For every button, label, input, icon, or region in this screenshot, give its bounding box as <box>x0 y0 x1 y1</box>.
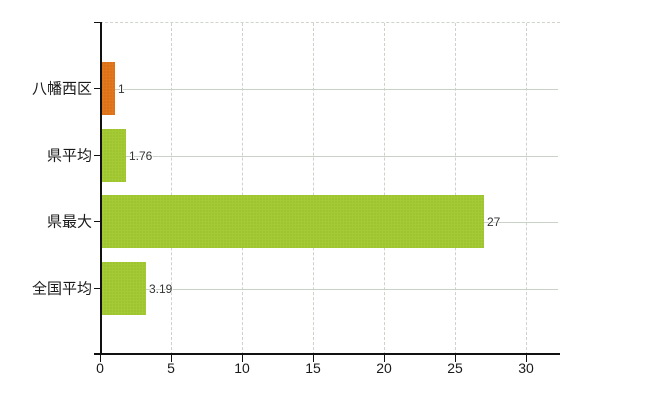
x-tick-label: 15 <box>305 360 321 376</box>
x-axis-tick <box>384 355 385 362</box>
x-tick-label: 20 <box>376 360 392 376</box>
bar-value-label: 27 <box>487 215 501 229</box>
category-label: 県平均 <box>46 147 92 165</box>
x-axis-tick <box>526 355 527 362</box>
x-axis-tick <box>100 355 101 362</box>
x-tick-label: 30 <box>518 360 534 376</box>
x-tick-label: 25 <box>447 360 463 376</box>
gridline-horizontal <box>100 289 558 290</box>
gridline-vertical <box>242 23 243 355</box>
x-axis <box>94 353 560 355</box>
x-axis-tick <box>242 355 243 362</box>
x-axis-tick <box>313 355 314 362</box>
y-axis <box>100 22 102 354</box>
gridline-vertical <box>455 23 456 355</box>
x-tick-label: 0 <box>96 360 104 376</box>
gridline-horizontal <box>100 156 558 157</box>
gridline-horizontal <box>100 89 558 90</box>
y-axis-tick <box>94 288 100 289</box>
bar-value-label: 3.19 <box>149 282 173 296</box>
gridline-vertical <box>526 23 527 355</box>
gridline-vertical <box>313 23 314 355</box>
bar-value-label: 1.76 <box>129 149 153 163</box>
y-axis-tick <box>94 22 100 23</box>
x-axis-tick <box>455 355 456 362</box>
gridline-vertical <box>384 23 385 355</box>
category-label: 県最大 <box>46 213 92 231</box>
bar-value-label: 1 <box>118 82 125 96</box>
x-tick-label: 10 <box>234 360 250 376</box>
y-axis-tick <box>94 155 100 156</box>
bar-1 <box>101 62 115 115</box>
category-label: 全国平均 <box>31 280 92 298</box>
category-label: 八幡西区 <box>31 80 92 98</box>
plot-area: 1 1.76 27 3.19 <box>100 22 560 355</box>
bar-2 <box>101 129 126 182</box>
bar-3 <box>101 195 484 248</box>
gridline-vertical <box>171 23 172 355</box>
bar-4 <box>101 262 146 315</box>
x-axis-tick <box>171 355 172 362</box>
y-axis-tick <box>94 221 100 222</box>
y-axis-tick <box>94 88 100 89</box>
x-tick-label: 5 <box>167 360 175 376</box>
